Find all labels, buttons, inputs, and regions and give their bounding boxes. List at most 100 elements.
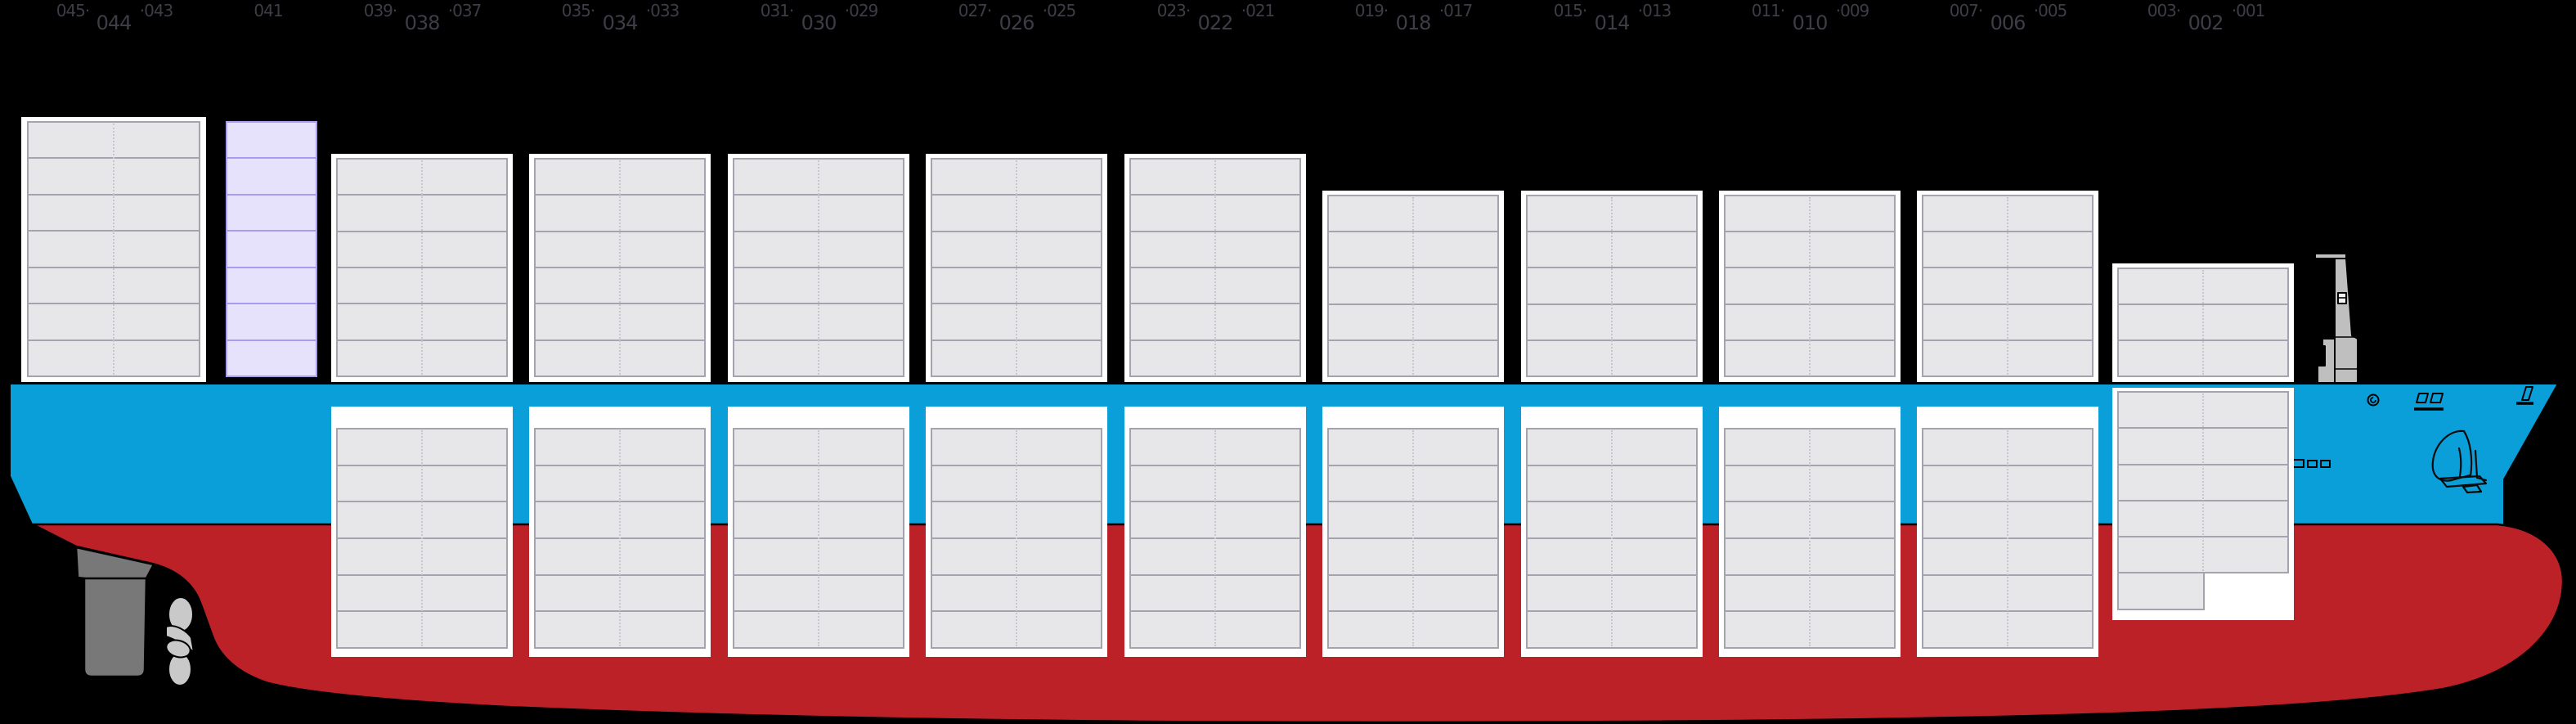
rudder <box>74 546 155 678</box>
bay-010-tier-grid <box>1724 195 1896 377</box>
bay-010-tier-grid <box>1724 428 1896 649</box>
bay-label-005: ·005 <box>2033 1 2068 20</box>
slot-divider <box>113 124 114 375</box>
bay-label-038: 038 <box>404 11 441 34</box>
bay-label-018: 018 <box>1395 11 1432 34</box>
bay-010-below-deck[interactable] <box>1719 407 1901 657</box>
bay-018-below-deck[interactable] <box>1322 407 1504 657</box>
bay-label-021: ·021 <box>1241 1 1276 20</box>
slot-divider <box>1611 430 1613 646</box>
bay-label-010: 010 <box>1792 11 1829 34</box>
bay-002-below-deck[interactable] <box>2112 388 2294 620</box>
bay-022-tier-grid <box>1129 428 1301 649</box>
slot-divider <box>2202 270 2204 375</box>
tier-row-partial <box>2117 572 2205 610</box>
propeller-icon <box>165 596 195 686</box>
bay-010-above-deck[interactable] <box>1719 191 1901 382</box>
bay-034-tier-grid <box>534 428 706 649</box>
bay-label-015: 015· <box>1553 1 1588 20</box>
bay-006-below-deck[interactable] <box>1917 407 2098 657</box>
tier-row <box>227 339 316 375</box>
stem-flag-glyph <box>2516 386 2533 405</box>
bay-006-above-deck[interactable] <box>1917 191 2098 382</box>
mast-step <box>2317 338 2336 384</box>
bay-label-001: ·001 <box>2231 1 2266 20</box>
bay-label-022: 022 <box>1197 11 1234 34</box>
slot-divider <box>619 160 621 375</box>
bay-014-above-deck[interactable] <box>1521 191 1703 382</box>
bay-002-above-deck[interactable] <box>2112 263 2294 382</box>
bay-022-above-deck[interactable] <box>1124 154 1306 382</box>
slot-divider <box>619 430 621 646</box>
bay-044-above-deck[interactable] <box>21 117 206 382</box>
bay-038-below-deck[interactable] <box>331 407 513 657</box>
bow-window-glyphs <box>2414 393 2444 411</box>
mast-yoke <box>2314 253 2347 259</box>
anchor-icon <box>2431 429 2488 494</box>
bay-030-tier-grid <box>733 158 904 377</box>
bay-label-009: ·009 <box>1835 1 1870 20</box>
slot-divider <box>1809 197 1811 375</box>
bay-label-033: ·033 <box>645 1 680 20</box>
bay-label-014: 014 <box>1594 11 1631 34</box>
bay-label-007: 007· <box>1949 1 1984 20</box>
bay-label-039: 039· <box>363 1 398 20</box>
slot-divider <box>1214 160 1216 375</box>
bay-038-above-deck[interactable] <box>331 154 513 382</box>
bay-014-tier-grid <box>1526 195 1698 377</box>
slot-divider <box>818 430 819 646</box>
bay-label-003: 003· <box>2147 1 2182 20</box>
bay-006-tier-grid <box>1922 428 2094 649</box>
slot-divider <box>421 430 423 646</box>
bay-002-tier-grid <box>2117 391 2289 574</box>
tier-row <box>227 230 316 267</box>
bay-014-below-deck[interactable] <box>1521 407 1703 657</box>
bay-label-043: ·043 <box>139 1 174 20</box>
bay-022-tier-grid <box>1129 158 1301 377</box>
bay-034-above-deck[interactable] <box>529 154 711 382</box>
tier-row <box>227 123 316 158</box>
bay-label-006: 006 <box>1990 11 2026 34</box>
bay-026-below-deck[interactable] <box>926 407 1107 657</box>
slot-divider <box>1809 430 1811 646</box>
bay-044-tier-grid <box>27 121 200 377</box>
tier-row <box>227 157 316 194</box>
bay-label-025: ·025 <box>1042 1 1077 20</box>
tier-row <box>227 193 316 231</box>
bay-label-017: ·017 <box>1438 1 1474 20</box>
slot-divider <box>1412 430 1414 646</box>
bay-030-below-deck[interactable] <box>728 407 909 657</box>
bay-041-above-deck[interactable] <box>226 121 317 377</box>
tier-row <box>227 303 316 340</box>
bay-label-019: 019· <box>1354 1 1389 20</box>
bay-002-tier-grid <box>2117 268 2289 377</box>
bay-label-045: 045· <box>56 1 91 20</box>
load-line-mark-icon <box>2367 393 2380 407</box>
bay-022-below-deck[interactable] <box>1124 407 1306 657</box>
slot-divider <box>2007 197 2008 375</box>
bay-026-above-deck[interactable] <box>926 154 1107 382</box>
bay-034-below-deck[interactable] <box>529 407 711 657</box>
bay-041-tier-grid <box>226 121 317 377</box>
bay-label-013: ·013 <box>1637 1 1672 20</box>
bay-038-tier-grid <box>336 428 508 649</box>
bay-018-tier-grid <box>1327 428 1499 649</box>
bay-label-011: 011· <box>1751 1 1786 20</box>
slot-divider <box>1412 197 1414 375</box>
bay-030-above-deck[interactable] <box>728 154 909 382</box>
bay-label-035: 035· <box>561 1 596 20</box>
bay-018-tier-grid <box>1327 195 1499 377</box>
tier-row <box>227 266 316 304</box>
slot-divider <box>1016 160 1017 375</box>
bay-018-above-deck[interactable] <box>1322 191 1504 382</box>
bay-026-tier-grid <box>931 428 1102 649</box>
bay-030-tier-grid <box>733 428 904 649</box>
bay-026-tier-grid <box>931 158 1102 377</box>
bay-label-027: 027· <box>958 1 993 20</box>
bay-label-023: 023· <box>1156 1 1192 20</box>
bay-014-tier-grid <box>1526 428 1698 649</box>
bay-label-034: 034 <box>602 11 639 34</box>
